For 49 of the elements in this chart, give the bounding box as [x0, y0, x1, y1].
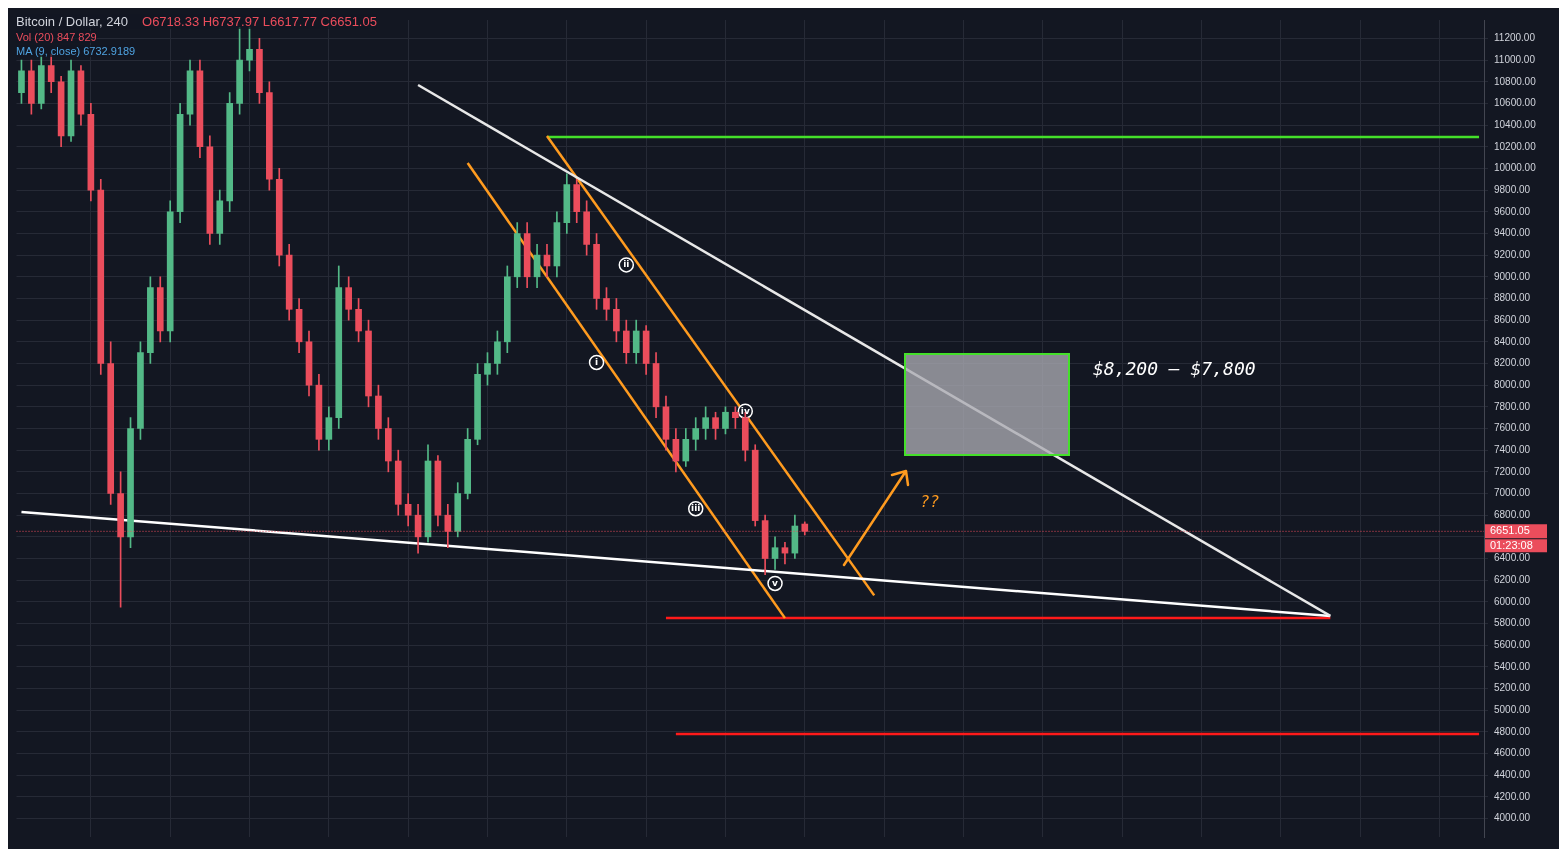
chart-title: Bitcoin / Dollar, 240 — [16, 14, 129, 29]
data-label: ii — [623, 259, 630, 270]
y-tick-label: 9600.00 — [1494, 205, 1531, 217]
y-tick-label: 5400.00 — [1494, 660, 1531, 672]
annotation: $8,200 – $7,800 — [1093, 358, 1256, 379]
data-label: iii — [691, 503, 701, 514]
ref-line-label: 6651.05 — [1490, 524, 1530, 537]
annotation: O6718.33 H6737.97 L6617.77 C6651.05 — [142, 14, 377, 29]
y-tick-label: 4400.00 — [1494, 768, 1531, 780]
annotation: ?? — [920, 492, 940, 511]
y-tick-label: 7400.00 — [1494, 443, 1531, 455]
y-tick-label: 10200.00 — [1494, 140, 1537, 152]
annotation: Vol (20) 847 829 — [16, 31, 97, 43]
y-tick-label: 6800.00 — [1494, 508, 1531, 520]
y-tick-label: 8600.00 — [1494, 313, 1531, 325]
y-tick-label: 4000.00 — [1494, 812, 1531, 824]
y-tick-label: 6200.00 — [1494, 573, 1531, 585]
y-tick-label: 10000.00 — [1494, 162, 1537, 174]
y-tick-label: 8800.00 — [1494, 292, 1531, 304]
y-tick-label: 5800.00 — [1494, 617, 1531, 629]
y-tick-label: 8000.00 — [1494, 378, 1531, 390]
y-tick-label: 8200.00 — [1494, 357, 1531, 369]
y-tick-label: 8400.00 — [1494, 335, 1531, 347]
y-tick-label: 11200.00 — [1494, 32, 1536, 44]
y-tick-label: 4600.00 — [1494, 747, 1531, 759]
annotation: MA (9, close) 6732.9189 — [16, 45, 136, 57]
y-tick-label: 4800.00 — [1494, 725, 1531, 737]
y-tick-label: 9000.00 — [1494, 270, 1531, 282]
data-label: v — [772, 577, 779, 588]
y-tick-label: 4200.00 — [1494, 790, 1531, 802]
y-tick-label: 5200.00 — [1494, 682, 1531, 694]
y-tick-label: 5600.00 — [1494, 638, 1531, 650]
data-label: iv — [740, 405, 750, 416]
y-tick-label: 10400.00 — [1494, 118, 1537, 130]
y-tick-label: 9400.00 — [1494, 227, 1531, 239]
text: 01:23:08 — [1490, 538, 1533, 551]
y-tick-label: 7000.00 — [1494, 487, 1531, 499]
y-tick-label: 11000.00 — [1494, 53, 1536, 65]
y-tick-label: 10600.00 — [1494, 97, 1537, 109]
data-label: i — [595, 356, 599, 367]
y-tick-label: 6000.00 — [1494, 595, 1531, 607]
y-tick-label: 5000.00 — [1494, 703, 1531, 715]
y-tick-label: 6400.00 — [1494, 552, 1531, 564]
y-tick-label: 7200.00 — [1494, 465, 1531, 477]
y-tick-label: 9800.00 — [1494, 183, 1531, 195]
y-tick-label: 10800.00 — [1494, 75, 1537, 87]
y-tick-label: 7800.00 — [1494, 400, 1531, 412]
y-tick-label: 7600.00 — [1494, 422, 1531, 434]
y-tick-label: 9200.00 — [1494, 248, 1531, 260]
